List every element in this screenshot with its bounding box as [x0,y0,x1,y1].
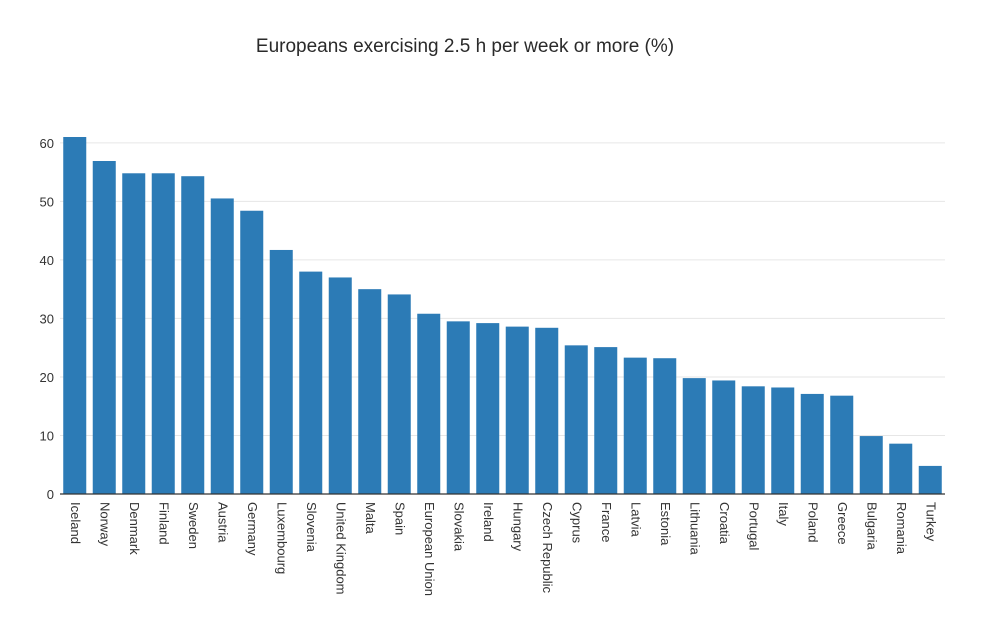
bar-france[interactable] [594,347,618,494]
x-tick-label: Denmark [127,502,142,555]
x-tick-label: Hungary [510,502,525,552]
x-tick-label: Finland [156,502,171,545]
y-tick-label: 10 [40,428,54,443]
bar-iceland[interactable] [63,137,87,494]
bar-sweden[interactable] [181,176,205,494]
x-tick-label: Croatia [717,502,732,545]
y-tick-label: 40 [40,253,54,268]
bar-denmark[interactable] [122,173,146,494]
x-tick-label: United Kingdom [333,502,348,595]
bar-turkey[interactable] [918,465,942,494]
bar-croatia[interactable] [712,380,736,494]
bar-latvia[interactable] [623,357,647,494]
bar-united-kingdom[interactable] [328,277,352,494]
x-tick-label: Lithuania [687,502,702,556]
x-tick-label: Portugal [746,502,761,551]
y-axis-ticks: 0 10 20 30 40 50 60 [40,136,54,502]
gridlines [60,142,945,436]
x-tick-label: Sweden [186,502,201,549]
y-tick-label: 60 [40,136,54,151]
x-tick-label: Romania [894,502,909,555]
bar-ireland[interactable] [476,323,500,494]
x-tick-label: Bulgaria [864,502,879,550]
bar-czech-republic[interactable] [535,327,559,494]
x-tick-label: Poland [805,502,820,542]
bar-slovenia[interactable] [299,271,323,494]
bar-greece[interactable] [830,395,854,494]
bar-finland[interactable] [151,173,175,494]
y-tick-label: 0 [47,487,54,502]
bar-italy[interactable] [771,387,795,494]
bar-germany[interactable] [240,210,264,495]
y-tick-label: 30 [40,311,54,326]
bar-estonia[interactable] [653,358,677,494]
x-tick-label: Germany [245,502,260,556]
chart-title: Europeans exercising 2.5 h per week or m… [255,36,675,57]
x-tick-label: Slovenia [304,502,319,553]
bar-malta[interactable] [358,289,382,494]
y-tick-label: 20 [40,370,54,385]
x-tick-label: Austria [215,502,230,543]
bar-spain[interactable] [387,294,411,494]
bar-lithuania[interactable] [682,378,706,494]
x-tick-label: Slovakia [451,502,466,552]
bar-bulgaria[interactable] [859,436,883,494]
x-tick-label: Cyprus [569,502,584,544]
bar-portugal[interactable] [741,386,765,494]
bar-slovakia[interactable] [446,321,470,494]
bar-austria[interactable] [210,198,234,495]
x-axis-ticks: Iceland Norway Denmark Finland Sweden Austria… [68,502,939,596]
x-tick-label: Italy [776,502,791,526]
x-tick-label: Norway [97,502,112,547]
bar-luxembourg[interactable] [269,249,293,494]
y-tick-label: 50 [40,194,54,209]
x-tick-label: Ireland [481,502,496,542]
x-tick-label: Spain [392,502,407,535]
x-tick-label: Turkey [923,502,938,542]
bar-hungary[interactable] [505,326,529,494]
bar-norway[interactable] [92,160,116,494]
x-tick-label: Czech Republic [540,502,555,594]
bar-poland[interactable] [800,393,824,494]
x-tick-label: Latvia [628,502,643,537]
bars [63,137,942,495]
x-tick-label: Iceland [68,502,83,544]
x-tick-label: Estonia [658,502,673,546]
bar-european-union[interactable] [417,313,441,494]
bar-cyprus[interactable] [564,345,588,494]
x-tick-label: European Union [422,502,437,596]
x-tick-label: Luxembourg [274,502,289,574]
bar-romania[interactable] [889,443,913,494]
x-tick-label: Greece [835,502,850,545]
x-tick-label: Malta [363,502,378,535]
x-tick-label: France [599,502,614,542]
